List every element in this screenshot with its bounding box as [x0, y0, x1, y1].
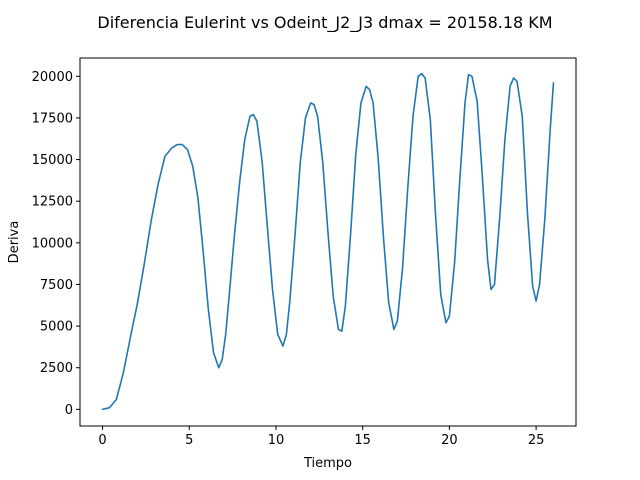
- y-tick-label: 17500: [32, 111, 73, 126]
- y-tick-label: 15000: [32, 153, 73, 168]
- y-axis-label: Deriva: [7, 221, 22, 264]
- chart-title: Diferencia Eulerint vs Odeint_J2_J3 dmax…: [97, 13, 552, 33]
- y-tick-label: 5000: [40, 320, 73, 335]
- y-tick-label: 7500: [40, 278, 73, 293]
- x-axis-label: Tiempo: [303, 456, 352, 471]
- plot-area: [101, 72, 555, 411]
- x-tick-label: 5: [185, 433, 193, 448]
- y-tick-label: 0: [65, 403, 73, 418]
- y-tick-label: 10000: [32, 236, 73, 251]
- series-line-0: [101, 72, 555, 411]
- x-tick-label: 10: [268, 433, 285, 448]
- x-tick-label: 15: [354, 433, 371, 448]
- y-tick-label: 20000: [32, 70, 73, 85]
- y-tick-label: 12500: [32, 195, 73, 210]
- y-tick-label: 2500: [40, 361, 73, 376]
- x-tick-label: 20: [441, 433, 458, 448]
- axes-frame: [79, 57, 577, 427]
- x-tick-label: 0: [98, 433, 106, 448]
- x-tick-label: 25: [528, 433, 545, 448]
